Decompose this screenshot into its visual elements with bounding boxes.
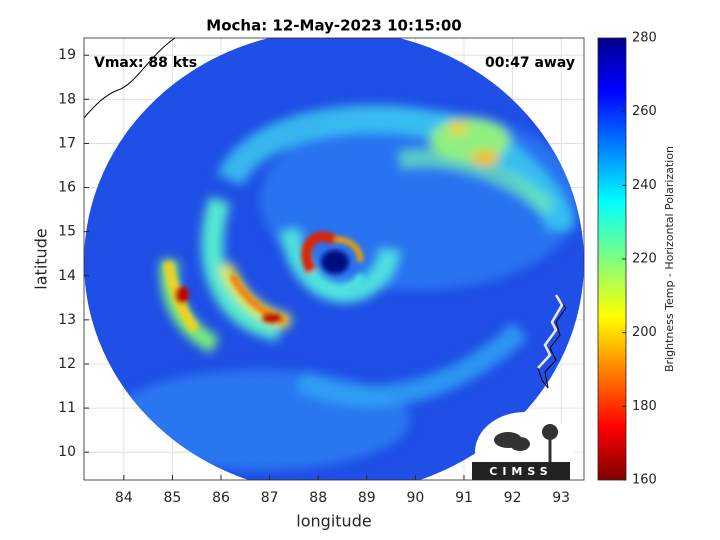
colorbar-tick-label: 280 bbox=[632, 31, 657, 46]
x-tick-label: 89 bbox=[358, 490, 376, 506]
x-tick-label: 92 bbox=[504, 490, 522, 506]
coastline bbox=[84, 38, 176, 119]
imagery-core bbox=[163, 231, 366, 333]
x-tick-label: 91 bbox=[455, 490, 473, 506]
imagery: CIMSS bbox=[84, 38, 584, 480]
colorbar-tick-label: 240 bbox=[632, 178, 657, 193]
logo: CIMSS bbox=[472, 412, 575, 480]
colorbar-tick-label: 260 bbox=[632, 104, 657, 119]
y-tick-label: 14 bbox=[58, 268, 76, 284]
colorbar-tick-label: 220 bbox=[632, 252, 657, 267]
y-tick-label: 13 bbox=[58, 312, 76, 328]
y-tick-label: 17 bbox=[58, 135, 76, 151]
plot-frame bbox=[83, 37, 585, 481]
x-tick-label: 87 bbox=[261, 490, 279, 506]
y-tick-label: 10 bbox=[58, 444, 76, 460]
y-tick-label: 16 bbox=[58, 180, 76, 196]
colorbar-tick-label: 200 bbox=[632, 325, 657, 340]
x-tick-label: 88 bbox=[309, 490, 327, 506]
island-outline-white bbox=[537, 294, 564, 369]
y-tick-label: 15 bbox=[58, 224, 76, 240]
colorbar-tick-label: 160 bbox=[632, 473, 657, 488]
colorbar-label: Brightness Temp - Horizontal Polarizatio… bbox=[663, 146, 676, 372]
x-axis-label: longitude bbox=[296, 512, 371, 531]
y-axis-label: latitude bbox=[32, 228, 51, 289]
annotation: 00:47 away bbox=[485, 55, 575, 71]
y-tick-label: 12 bbox=[58, 356, 76, 372]
x-tick-label: 86 bbox=[212, 490, 230, 506]
imagery-disc bbox=[84, 38, 584, 480]
y-tick-label: 18 bbox=[58, 91, 76, 107]
annotation: Vmax: 88 kts bbox=[94, 55, 197, 71]
x-tick-label: 90 bbox=[406, 490, 424, 506]
chart-title: Mocha: 12-May-2023 10:15:00 bbox=[206, 17, 461, 35]
x-tick-label: 85 bbox=[164, 490, 182, 506]
logo-text: CIMSS bbox=[489, 465, 552, 478]
colorbar-tick-label: 180 bbox=[632, 399, 657, 414]
x-tick-label: 84 bbox=[115, 490, 133, 506]
colorbar bbox=[597, 37, 627, 481]
y-tick-label: 11 bbox=[58, 400, 76, 416]
x-tick-label: 93 bbox=[552, 490, 570, 506]
y-tick-label: 19 bbox=[58, 47, 76, 63]
